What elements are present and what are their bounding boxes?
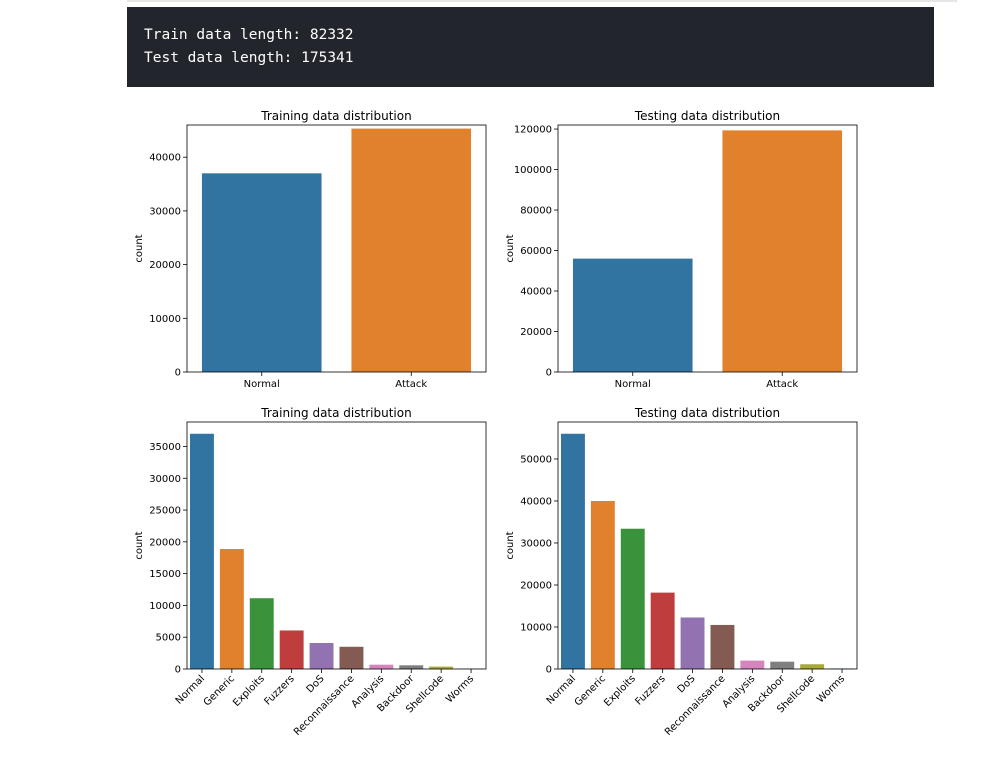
y-tick-label: 15000 [149,569,181,580]
y-tick-label: 40000 [520,496,552,507]
x-tick-label: Attack [395,379,427,390]
bar-normal [572,258,693,372]
y-axis-label: count [134,234,145,262]
chart-title: Training data distribution [260,406,411,420]
plot-frame [557,421,858,670]
bar-generic [590,500,615,669]
bar-normal [189,433,214,669]
console-line-train: Train data length: 82332 [144,27,354,43]
chart-title: Testing data distribution [634,109,780,123]
y-tick-label: 0 [175,368,181,379]
y-tick-label: 40000 [149,153,181,164]
y-tick-label: 10000 [149,314,181,325]
bar-fuzzers [279,630,304,669]
y-axis-label: count [505,531,516,559]
bar-backdoor [399,665,424,669]
y-tick-label: 35000 [149,442,181,453]
bar-analysis [369,664,394,669]
console-line-test: Test data length: 175341 [144,50,354,66]
y-tick-label: 5000 [156,633,181,644]
bar-exploits [249,598,274,669]
y-tick-label: 10000 [149,601,181,612]
bar-attack [722,130,843,372]
y-tick-label: 25000 [149,506,181,517]
bar-reconnaissance [710,624,735,669]
y-tick-label: 0 [546,665,552,676]
y-tick-label: 20000 [520,327,552,338]
bar-reconnaissance [339,646,364,669]
plot-frame [186,421,487,670]
y-tick-label: 50000 [520,454,552,465]
plot-frame [186,124,487,373]
top-divider [127,0,957,2]
y-tick-label: 40000 [520,287,552,298]
y-tick-label: 120000 [514,125,552,136]
bar-exploits [620,528,645,669]
bar-generic [219,549,244,669]
bar-normal [201,173,322,372]
y-tick-label: 30000 [149,474,181,485]
x-tick-label: Generic [573,673,608,708]
chart-title: Testing data distribution [634,406,780,420]
bar-analysis [740,660,765,669]
y-tick-label: 60000 [520,246,552,257]
chart-title: Training data distribution [260,109,411,123]
bar-dos [309,643,334,669]
y-tick-label: 80000 [520,206,552,217]
console-output: Train data length: 82332 Test data lengt… [127,7,934,87]
y-tick-label: 10000 [520,622,552,633]
bar-normal [560,433,585,669]
bar-fuzzers [650,592,675,669]
y-tick-label: 20000 [520,580,552,591]
bar-backdoor [770,661,795,669]
bar-shellcode [800,664,825,669]
x-tick-label: Exploits [602,673,638,709]
y-tick-label: 20000 [149,260,181,271]
y-tick-label: 20000 [149,537,181,548]
x-tick-label: DoS [676,673,698,695]
y-tick-label: 30000 [520,538,552,549]
x-tick-label: Normal [244,379,280,390]
x-tick-label: Worms [815,673,847,705]
y-tick-label: 0 [546,368,552,379]
y-tick-label: 30000 [149,206,181,217]
bar-dos [680,617,705,669]
y-axis-label: count [134,531,145,559]
bar-shellcode [429,666,454,669]
y-tick-label: 0 [175,665,181,676]
y-axis-label: count [505,234,516,262]
y-tick-label: 100000 [514,165,552,176]
x-tick-label: Fuzzers [633,673,667,707]
bar-attack [351,128,472,372]
x-tick-label: Normal [615,379,651,390]
plot-frame [557,124,858,373]
x-tick-label: Attack [766,379,798,390]
